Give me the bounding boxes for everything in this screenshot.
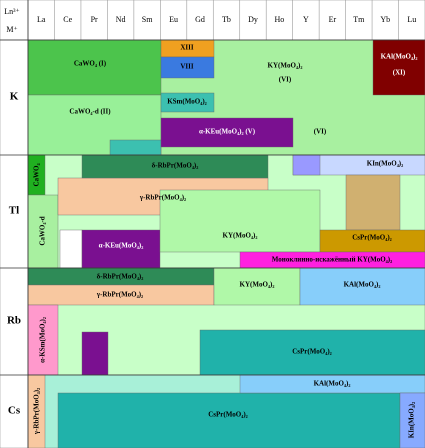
header: Ln³⁺ M⁺ La Ce Pr Nd Sm Eu Gd Tb Dy Ho Y Er Tm Yb Lu bbox=[0, 0, 425, 41]
region-label: CaWO₄-d bbox=[39, 216, 47, 245]
column-label: Er bbox=[329, 15, 337, 24]
column-label: Gd bbox=[195, 15, 205, 24]
column-label: Ho bbox=[275, 15, 285, 24]
row-label: K bbox=[10, 91, 19, 103]
column-label: La bbox=[37, 15, 46, 24]
column-label: Sm bbox=[142, 15, 153, 24]
region bbox=[399, 392, 425, 448]
region-label: VIII bbox=[180, 63, 194, 71]
region-label: γ-RbPr(MoO₄)₂ bbox=[96, 291, 143, 299]
region-label: α-KEu(MoO₄)₂ (V) bbox=[199, 128, 256, 136]
region-label: CsPr(MoO₄)₂ bbox=[292, 348, 332, 356]
region bbox=[199, 329, 425, 376]
region bbox=[109, 139, 162, 156]
region-label: δ-RbPr(MoO₄)₂ bbox=[152, 162, 199, 170]
region-label: KSm(MoO₄)₂ bbox=[167, 98, 207, 106]
row-headers: K Tl Rb Cs bbox=[0, 39, 29, 448]
column-label: Yb bbox=[380, 15, 390, 24]
ln-label: Ln³⁺ bbox=[4, 7, 20, 16]
column-label: Y bbox=[303, 15, 309, 24]
region-label: γ-RbPr(MoO₄)₂ bbox=[139, 194, 186, 202]
region-label: KY(MoO₄)₂ bbox=[223, 232, 258, 240]
region-label: (VI) bbox=[314, 128, 327, 136]
region bbox=[213, 267, 301, 306]
region-label: CsPr(MoO₄)₂ bbox=[208, 411, 248, 419]
region-label: XIII bbox=[180, 44, 194, 52]
region bbox=[27, 304, 59, 376]
region-label: (XI) bbox=[393, 69, 406, 77]
column-label: Ce bbox=[63, 15, 72, 24]
region bbox=[160, 117, 294, 148]
region bbox=[27, 39, 162, 96]
region-label: CaWO₄-d (II) bbox=[69, 108, 111, 116]
column-label: Tm bbox=[353, 15, 365, 24]
row-label: Rb bbox=[7, 315, 21, 327]
region-label: γ-RbPr(MoO₄)₂ bbox=[33, 388, 41, 435]
column-label: Nd bbox=[116, 15, 126, 24]
region bbox=[292, 154, 321, 176]
region-label: δ-RbPr(MoO₄)₂ bbox=[97, 273, 144, 281]
column-label: Dy bbox=[248, 15, 258, 24]
column-label: Eu bbox=[169, 15, 178, 24]
region-label: KAl(MoO₄)₂ bbox=[344, 281, 381, 289]
column-label: Pr bbox=[91, 15, 98, 24]
region-label: KY(MoO₄)₂ bbox=[268, 62, 303, 70]
region bbox=[160, 92, 215, 113]
region-label: Моноклинно-искажённый KY(MoO₄)₂ bbox=[272, 256, 392, 264]
cs-row: γ-RbPr(MoO₄)₂ KAl(MoO₄)₂ CsPr(MoO₄)₂ KIn… bbox=[27, 374, 425, 448]
region-label: ? bbox=[69, 242, 73, 250]
region-label: (VI) bbox=[279, 76, 292, 84]
region bbox=[27, 194, 59, 269]
tl-row: CaWO₄ CaWO₄-d δ-RbPr(MoO₄)₂ γ-RbPr(MoO₄)… bbox=[27, 154, 425, 269]
region bbox=[81, 229, 161, 269]
rb-row: δ-RbPr(MoO₄)₂ γ-RbPr(MoO₄)₂ KY(MoO₄)₂ KA… bbox=[27, 267, 425, 376]
m-label: M⁺ bbox=[6, 25, 17, 34]
region-label: KIn(MoO₄)₂ bbox=[408, 402, 416, 438]
region bbox=[81, 331, 109, 376]
region-label: KY(MoO₄)₂ bbox=[240, 281, 275, 289]
region bbox=[159, 189, 321, 253]
row-label: Tl bbox=[9, 205, 19, 217]
region bbox=[160, 56, 215, 79]
region bbox=[372, 39, 425, 96]
column-label: Lu bbox=[407, 15, 416, 24]
region-label: CsPr(MoO₄)₂ bbox=[352, 234, 392, 242]
header-bg bbox=[0, 0, 425, 41]
region-label: KAl(MoO₄)₂ bbox=[381, 53, 418, 61]
region bbox=[299, 267, 425, 306]
row-label: Cs bbox=[8, 405, 21, 417]
region bbox=[57, 392, 401, 448]
region-label: KAl(MoO₄)₂ bbox=[314, 380, 351, 388]
k-row: CaWO₄ (I) CaWO₄-d (II) XIII VIII KSm(MoO… bbox=[27, 39, 425, 156]
region-label: α-KSm(MoO₄)₂ bbox=[39, 317, 47, 363]
region-label: CaWO₄ bbox=[33, 163, 41, 187]
region bbox=[345, 174, 401, 231]
region-label: CaWO₄ (I) bbox=[74, 60, 107, 68]
region-label: KIn(MoO₄)₂ bbox=[367, 160, 403, 168]
region-label: α-KEu(MoO₄)₂ bbox=[99, 242, 144, 250]
column-label: Tb bbox=[222, 15, 231, 24]
